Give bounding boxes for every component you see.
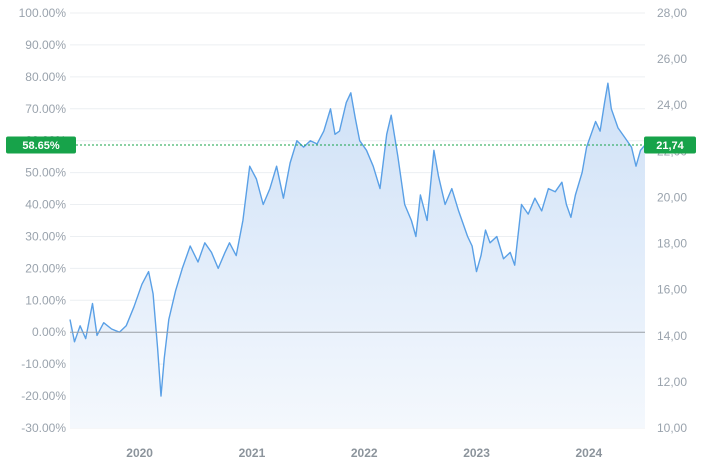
x-tick-label: 2020	[126, 446, 153, 460]
reference-lines	[70, 144, 645, 333]
price-badge-label: 21,74	[656, 140, 684, 152]
y-right-tick-label: 24,00	[657, 98, 687, 112]
y-left-tick-label: 80.00%	[25, 70, 66, 84]
y-left-tick-label: 30.00%	[25, 229, 66, 243]
y-right-tick-label: 14,00	[657, 329, 687, 343]
x-tick-label: 2022	[351, 446, 378, 460]
y-right-tick-label: 10,00	[657, 421, 687, 435]
y-left-tick-label: -30.00%	[21, 421, 66, 435]
y-axis-left: 100.00%90.00%80.00%70.00%60.00%50.00%40.…	[19, 6, 67, 435]
percent-badge-label: 58.65%	[22, 140, 60, 152]
series-path	[69, 82, 646, 397]
y-left-tick-label: 10.00%	[25, 293, 66, 307]
y-left-tick-label: 100.00%	[19, 6, 67, 20]
y-left-tick-label: 90.00%	[25, 38, 66, 52]
area-path	[70, 83, 645, 428]
x-tick-label: 2023	[463, 446, 490, 460]
y-left-tick-label: -10.00%	[21, 357, 66, 371]
y-axis-right: 28,0026,0024,0022,0020,0018,0016,0014,00…	[657, 6, 687, 435]
y-right-tick-label: 16,00	[657, 283, 687, 297]
y-left-tick-label: 70.00%	[25, 102, 66, 116]
y-left-tick-label: 20.00%	[25, 261, 66, 275]
y-right-tick-label: 20,00	[657, 190, 687, 204]
y-left-tick-label: 40.00%	[25, 198, 66, 212]
y-right-tick-label: 18,00	[657, 237, 687, 251]
y-right-tick-label: 26,00	[657, 52, 687, 66]
x-axis: 2020 2021 2022 2023 2024	[126, 446, 602, 460]
y-left-tick-label: 50.00%	[25, 166, 66, 180]
series-line	[69, 82, 646, 397]
price-badge	[644, 136, 696, 154]
y-right-tick-label: 12,00	[657, 375, 687, 389]
x-tick-label: 2021	[239, 446, 266, 460]
x-tick-label: 2024	[575, 446, 602, 460]
percent-badge	[6, 136, 76, 154]
y-left-tick-label: -20.00%	[21, 389, 66, 403]
y-right-tick-label: 28,00	[657, 6, 687, 20]
y-left-tick-label: 0.00%	[32, 325, 66, 339]
area-fill	[70, 83, 645, 428]
current-value-badges: 58.65% 21,74	[6, 136, 696, 154]
